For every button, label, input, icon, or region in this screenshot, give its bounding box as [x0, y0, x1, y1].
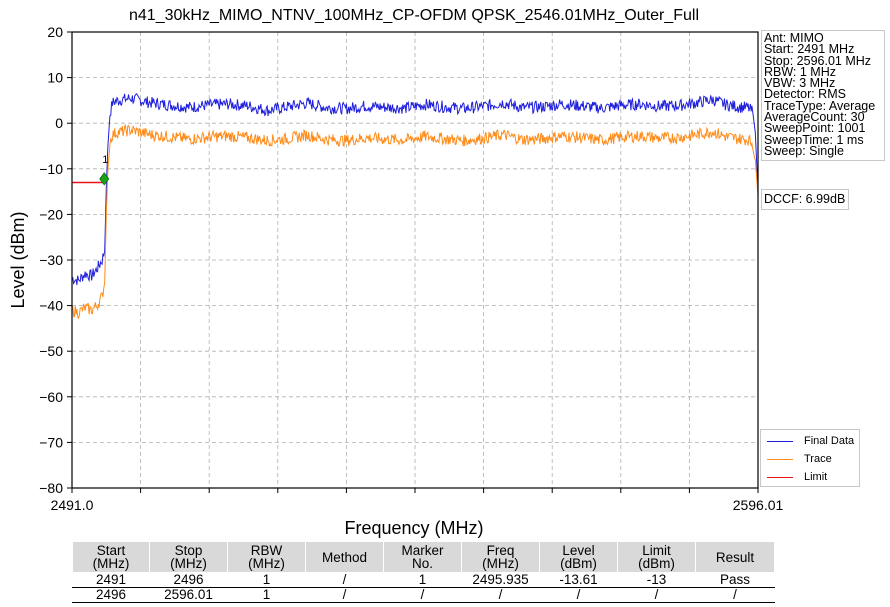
legend-swatch	[767, 458, 793, 460]
y-tick-label: −30	[39, 252, 63, 268]
y-tick-label: −10	[39, 161, 63, 177]
table-cell: -13	[617, 572, 696, 588]
y-tick-label: 20	[47, 24, 63, 40]
x-tick-label-stop: 2596.01	[733, 497, 784, 513]
table-cell: 2495.935	[461, 572, 540, 588]
info-line: Detector: RMS	[764, 87, 846, 102]
info-line: Stop: 2596.01 MHz	[764, 53, 872, 68]
spectrum-chart: n41_30kHz_MIMO_NTNV_100MHz_CP-OFDM QPSK_…	[8, 7, 784, 538]
y-tick-label: −40	[39, 298, 63, 314]
header-level: Level (dBm)	[539, 541, 618, 573]
table-cell: 2496	[149, 572, 228, 588]
y-tick-label: −70	[39, 434, 63, 450]
header-unit: No.	[411, 556, 433, 571]
series-line-final-data	[71, 93, 759, 285]
header-unit: (MHz)	[92, 556, 130, 571]
dccf-box: DCCF: 6.99dB	[761, 189, 850, 210]
table-cell: /	[539, 587, 618, 603]
table-header-row: Start (MHz) Stop (MHz) RBW (MHz) Method Mar…	[72, 541, 775, 573]
legend-item-trace: Trace	[767, 452, 832, 466]
info-line: TraceType: Average	[764, 98, 876, 113]
y-tick-label: −50	[39, 343, 63, 359]
header-result: Result	[695, 541, 775, 573]
chart-title: n41_30kHz_MIMO_NTNV_100MHz_CP-OFDM QPSK_…	[129, 7, 699, 24]
header-unit: (dBm)	[638, 556, 675, 571]
y-tick-label: 10	[47, 70, 63, 86]
y-tick-label: 0	[55, 115, 63, 131]
header-line: Stop	[174, 543, 203, 558]
header-marker: Marker No.	[383, 541, 462, 573]
header-unit: (MHz)	[170, 556, 207, 571]
table-cell: -13.61	[539, 572, 618, 588]
info-line: Start: 2491 MHz	[764, 42, 855, 57]
table-cell: /	[383, 587, 462, 603]
header-line: Marker	[401, 543, 444, 558]
results-table: Start (MHz) Stop (MHz) RBW (MHz) Method Mar…	[72, 541, 775, 603]
x-axis-label: Frequency (MHz)	[344, 518, 483, 538]
y-tick-label: −60	[39, 389, 63, 405]
table-cell: 2496	[72, 587, 150, 603]
grid-lines	[72, 32, 758, 488]
table-row: 2496 2596.01 1 / / / / / /	[72, 587, 775, 603]
header-line: Freq	[486, 543, 515, 558]
series-layer: 1	[71, 93, 759, 320]
chart-legend: Final Data Trace Limit	[760, 429, 860, 487]
header-freq: Freq (MHz)	[461, 541, 540, 573]
info-line: Sweep: Single	[764, 143, 844, 158]
legend-swatch	[767, 440, 793, 442]
legend-label: Final Data	[804, 435, 855, 447]
table-cell: 1	[227, 587, 306, 603]
series-line-trace	[71, 123, 759, 320]
header-line: Start	[96, 543, 126, 558]
table-cell: /	[695, 587, 775, 603]
table-cell: /	[305, 587, 384, 603]
marker-1	[99, 172, 110, 186]
header-method: Method	[305, 541, 384, 573]
table-cell: 1	[227, 572, 306, 588]
y-axis-label: Level (dBm)	[8, 211, 28, 308]
legend-label: Trace	[804, 453, 832, 465]
info-line: VBW: 3 MHz	[764, 76, 836, 91]
header-unit: (MHz)	[482, 556, 519, 571]
table-cell: /	[305, 572, 384, 588]
legend-item-final-data: Final Data	[767, 434, 854, 448]
header-stop: Stop (MHz)	[149, 541, 228, 573]
header-line: RBW	[250, 543, 283, 558]
info-line: RBW: 1 MHz	[764, 64, 836, 79]
header-line: Level	[562, 543, 595, 558]
sweep-settings-box: Ant: MIMO Start: 2491 MHz Stop: 2596.01 …	[761, 30, 885, 162]
y-tick-label: −20	[39, 206, 63, 222]
table-cell: Pass	[695, 572, 775, 588]
table-cell: 2491	[72, 572, 150, 588]
info-line: Ant: MIMO	[764, 31, 824, 45]
info-line: AverageCount: 30	[764, 110, 865, 125]
header-line: Method	[321, 549, 368, 565]
header-rbw: RBW (MHz)	[227, 541, 306, 573]
table-cell: 1	[383, 572, 462, 588]
header-unit: (dBm)	[560, 556, 597, 571]
info-line: SweepPoint: 1001	[764, 121, 866, 136]
table-cell: /	[617, 587, 696, 603]
y-tick-label: −80	[39, 480, 63, 496]
legend-label: Limit	[804, 471, 828, 483]
info-line: SweepTime: 1 ms	[764, 132, 864, 147]
header-unit: (MHz)	[248, 556, 285, 571]
header-limit: Limit (dBm)	[617, 541, 696, 573]
table-row: 2491 2496 1 / 1 2495.935 -13.61 -13 Pass	[72, 572, 775, 588]
table-cell: 2596.01	[149, 587, 228, 603]
legend-swatch	[767, 476, 793, 478]
marker-1-label: 1	[102, 154, 108, 166]
header-start: Start (MHz)	[72, 541, 150, 573]
header-line: Result	[715, 549, 755, 565]
table-cell: /	[461, 587, 540, 603]
header-line: Limit	[642, 543, 671, 558]
x-tick-label-start: 2491.0	[51, 497, 94, 513]
legend-item-limit: Limit	[767, 470, 827, 484]
